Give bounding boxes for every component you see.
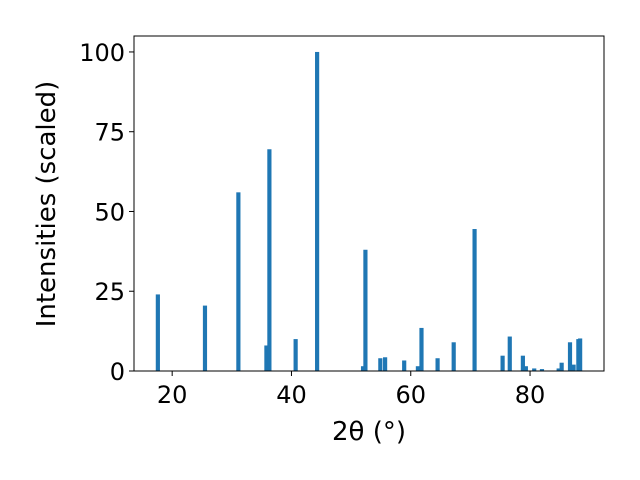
bar (539, 369, 545, 371)
y-tick-label: 0 (110, 358, 125, 386)
bar (507, 336, 512, 371)
bar (360, 366, 366, 371)
bar (293, 339, 298, 371)
bar (267, 149, 272, 371)
bar (520, 355, 525, 371)
bar (532, 368, 537, 371)
plot-frame (133, 35, 605, 372)
bar (363, 249, 368, 371)
bar (523, 366, 528, 371)
bar-series (155, 51, 583, 371)
bar (202, 305, 208, 371)
y-tick-label: 75 (94, 119, 125, 147)
bar (571, 364, 576, 371)
y-tick-label: 50 (94, 198, 125, 226)
x-tick-label: 80 (515, 381, 546, 409)
bar (378, 358, 383, 371)
x-tick-label: 40 (276, 381, 307, 409)
bar (236, 192, 241, 371)
y-axis-ticks: 0 25 50 75 100 (79, 39, 134, 386)
bar (419, 327, 424, 371)
bar (155, 294, 160, 371)
bar (315, 51, 320, 371)
bar (415, 366, 420, 371)
bar (435, 358, 440, 371)
bar (472, 229, 477, 371)
y-tick-label: 25 (94, 278, 125, 306)
bar (500, 355, 505, 371)
bar (559, 362, 564, 371)
x-axis-ticks: 20 40 60 80 (157, 371, 545, 409)
x-axis-label: 2θ (°) (332, 417, 406, 447)
bar (383, 357, 388, 371)
bar (264, 345, 269, 371)
bar (451, 342, 456, 371)
bar (402, 360, 407, 371)
bar (578, 338, 583, 371)
x-tick-label: 20 (157, 381, 188, 409)
x-tick-label: 60 (395, 381, 426, 409)
bar (567, 342, 573, 371)
bar (556, 368, 561, 371)
y-axis-label: Intensities (scaled) (32, 81, 62, 328)
y-tick-label: 100 (79, 39, 125, 67)
